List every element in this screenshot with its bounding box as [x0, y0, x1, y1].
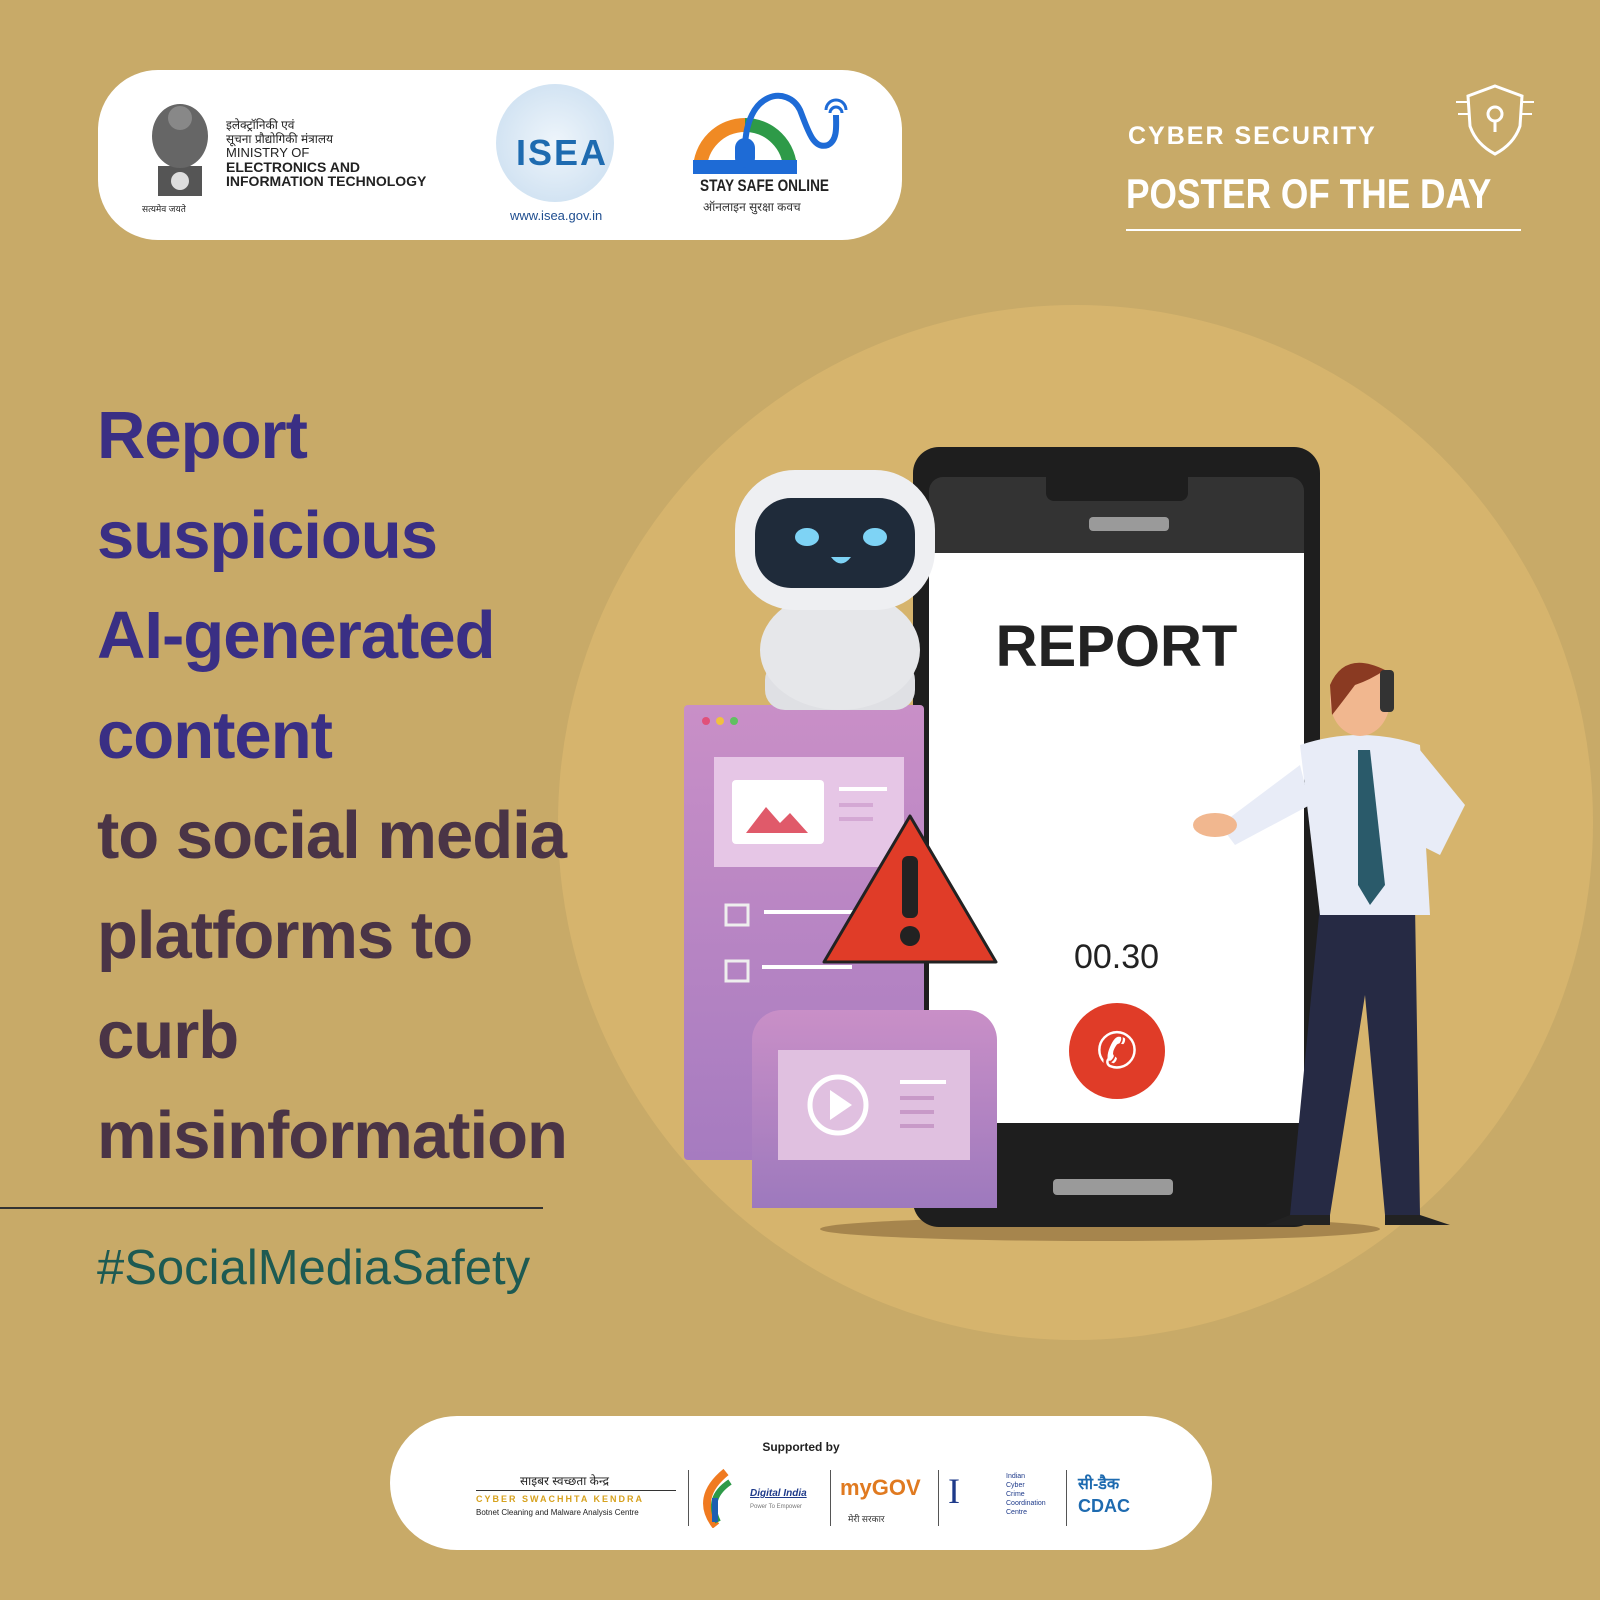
- digital-india-icon: [703, 1468, 732, 1528]
- divider: [0, 1207, 543, 1209]
- isea-logo: ISEA: [496, 84, 614, 202]
- separator: [688, 1470, 689, 1526]
- i4c-logo-icon: I: [948, 1471, 960, 1511]
- headline-line: suspicious: [97, 498, 438, 573]
- ministry-hindi-1: इलेक्ट्रॉनिकी एवं: [226, 118, 295, 132]
- ministry-en-2: ELECTRONICS AND: [226, 159, 361, 175]
- header-logo-bar: सत्यमेव जयते इलेक्ट्रॉनिकी एवं सूचना प्र…: [98, 70, 902, 240]
- mygov-hindi: मेरी सरकार: [848, 1514, 885, 1524]
- i4c-line: Coordination: [1006, 1500, 1046, 1507]
- cdac-hindi: सी-डैक: [1078, 1476, 1120, 1493]
- man-on-phone-icon: [1193, 662, 1465, 1225]
- digital-india-text: Digital India: [750, 1488, 807, 1499]
- i4c-line: Cyber: [1006, 1482, 1025, 1489]
- phone-icon[interactable]: ✆: [1069, 1003, 1165, 1099]
- video-card-illustration: [752, 1010, 997, 1208]
- csk-hindi: साइबर स्वच्छता केन्द्र: [520, 1474, 609, 1488]
- isea-url[interactable]: www.isea.gov.in: [510, 208, 603, 223]
- national-emblem-icon: [152, 104, 208, 196]
- ministry-logo-text: इलेक्ट्रॉनिकी एवं सूचना प्रौद्योगिकी मंत…: [226, 118, 426, 188]
- csk-name: CYBER SWACHHTA KENDRA: [476, 1494, 644, 1504]
- headline-line: platforms to: [97, 898, 473, 973]
- stay-safe-hindi: ऑनलाइन सुरक्षा कवच: [703, 200, 801, 214]
- headline-line: to social media: [97, 798, 567, 873]
- call-timer: 00.30: [1073, 938, 1160, 976]
- i4c-line: Indian: [1006, 1473, 1026, 1480]
- phone-home-bar: [1053, 1179, 1173, 1195]
- badge-poster-of-the-day: POSTER OF THE DAY: [1126, 170, 1492, 217]
- separator: [1066, 1470, 1067, 1526]
- footer-support-bar: Supported by साइबर स्वच्छता केन्द्र CYBE…: [390, 1416, 1212, 1550]
- phone-speaker: [1089, 517, 1169, 531]
- supported-by-label: Supported by: [762, 1440, 840, 1454]
- ministry-en-3: INFORMATION TECHNOLOGY: [226, 173, 427, 189]
- i4c-line: Crime: [1006, 1491, 1025, 1498]
- badge-cyber-security: CYBER SECURITY: [1128, 122, 1377, 150]
- robot-icon: [735, 470, 935, 710]
- headline-line: Report: [97, 398, 308, 473]
- cdac-logo: CDAC: [1078, 1496, 1130, 1516]
- phone-top: [929, 477, 1304, 553]
- headline-line: AI-generated: [97, 598, 496, 673]
- ministry-hindi-2: सूचना प्रौद्योगिकी मंत्रालय: [226, 132, 333, 146]
- stay-safe-online-logo-icon: [693, 92, 848, 174]
- isea-logo-text: ISEA: [516, 132, 609, 173]
- digital-india-sub: Power To Empower: [750, 1504, 802, 1510]
- ministry-en-1: MINISTRY OF: [226, 145, 310, 160]
- separator: [830, 1470, 831, 1526]
- headline: Report suspicious AI-generated content t…: [97, 386, 568, 1186]
- headline-line: misinformation: [97, 1098, 568, 1173]
- report-title: REPORT: [995, 614, 1238, 679]
- stay-safe-title: STAY SAFE ONLINE: [700, 176, 829, 195]
- phone-notch: [1046, 477, 1188, 501]
- emblem-motto: सत्यमेव जयते: [142, 204, 186, 214]
- csk-subtitle: Botnet Cleaning and Malware Analysis Cen…: [476, 1508, 639, 1517]
- separator: [938, 1470, 939, 1526]
- mygov-logo: myGOV: [840, 1475, 921, 1500]
- hashtag[interactable]: #SocialMediaSafety: [97, 1241, 531, 1295]
- headline-line: content: [97, 698, 333, 773]
- csk-line: [476, 1490, 676, 1491]
- i4c-text: Indian Cyber Crime Coordination Centre: [1006, 1472, 1046, 1517]
- warning-icon: [822, 814, 998, 964]
- document-content-icon: [702, 717, 904, 983]
- shield-circuit-icon: [1456, 84, 1534, 156]
- badge-underline: [1126, 229, 1521, 231]
- video-play-icon: [778, 1050, 970, 1160]
- headline-line: curb: [97, 998, 239, 1073]
- i4c-line: Centre: [1006, 1509, 1028, 1516]
